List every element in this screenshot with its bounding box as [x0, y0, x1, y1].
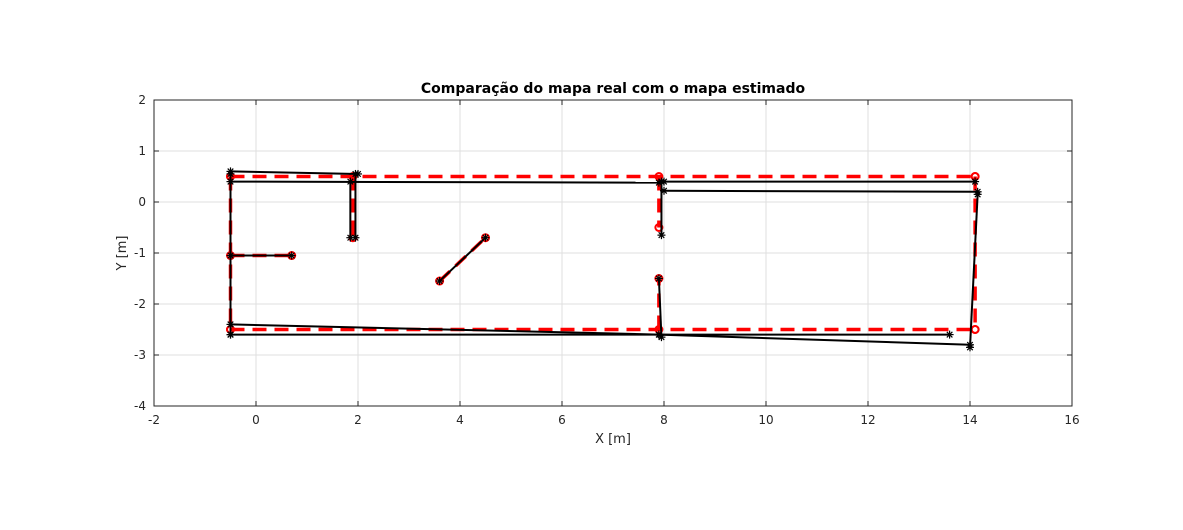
estimated-point-marker: [971, 177, 980, 186]
y-tick-label: 2: [138, 93, 146, 107]
estimated-segment: [438, 236, 487, 282]
estimated-segment: [230, 323, 659, 336]
estimated-segment: [969, 194, 979, 348]
estimated-point-marker: [226, 251, 235, 260]
estimated-point-marker: [346, 233, 355, 242]
y-tick-label: -4: [134, 399, 146, 413]
y-tick-label: 0: [138, 195, 146, 209]
y-axis-label: Y [m]: [115, 236, 130, 272]
estimated-point-marker: [226, 330, 235, 339]
estimated-point-marker: [226, 169, 235, 178]
estimated-segment: [658, 333, 971, 346]
estimated-point-marker: [287, 251, 296, 260]
x-tick-label: 6: [558, 413, 566, 427]
estimated-point-marker: [945, 330, 954, 339]
x-axis-label: X [m]: [595, 432, 631, 447]
estimated-segment: [657, 278, 663, 338]
estimated-map-series: [226, 167, 982, 352]
x-tick-label: 12: [860, 413, 875, 427]
estimated-point-marker: [966, 340, 974, 349]
x-tick-label: 2: [354, 413, 362, 427]
y-tick-label: -1: [134, 246, 146, 260]
y-tick-label: 1: [138, 144, 146, 158]
estimated-point-marker: [351, 169, 360, 178]
x-tick-label: 16: [1064, 413, 1079, 427]
estimated-point-marker: [435, 277, 444, 286]
chart-title: Comparação do mapa real com o mapa estim…: [421, 81, 806, 97]
x-tick-label: 10: [758, 413, 773, 427]
estimated-point-marker: [346, 177, 355, 186]
estimated-segment: [230, 180, 659, 184]
estimated-point-marker: [654, 330, 663, 339]
estimated-point-marker: [657, 177, 666, 186]
y-tick-label: -3: [134, 348, 146, 362]
estimated-point-marker: [481, 233, 490, 242]
estimated-point-marker: [657, 231, 666, 240]
estimated-segment: [663, 189, 978, 193]
x-tick-label: 4: [456, 413, 464, 427]
estimated-point-marker: [654, 274, 663, 283]
x-tick-label: 14: [962, 413, 977, 427]
x-tick-label: -2: [148, 413, 160, 427]
estimated-point-marker: [226, 320, 235, 329]
x-tick-label: 8: [660, 413, 668, 427]
estimated-segment: [230, 170, 359, 175]
estimated-point-marker: [973, 190, 982, 199]
y-tick-label: -2: [134, 297, 146, 311]
x-tick-label: 0: [252, 413, 260, 427]
